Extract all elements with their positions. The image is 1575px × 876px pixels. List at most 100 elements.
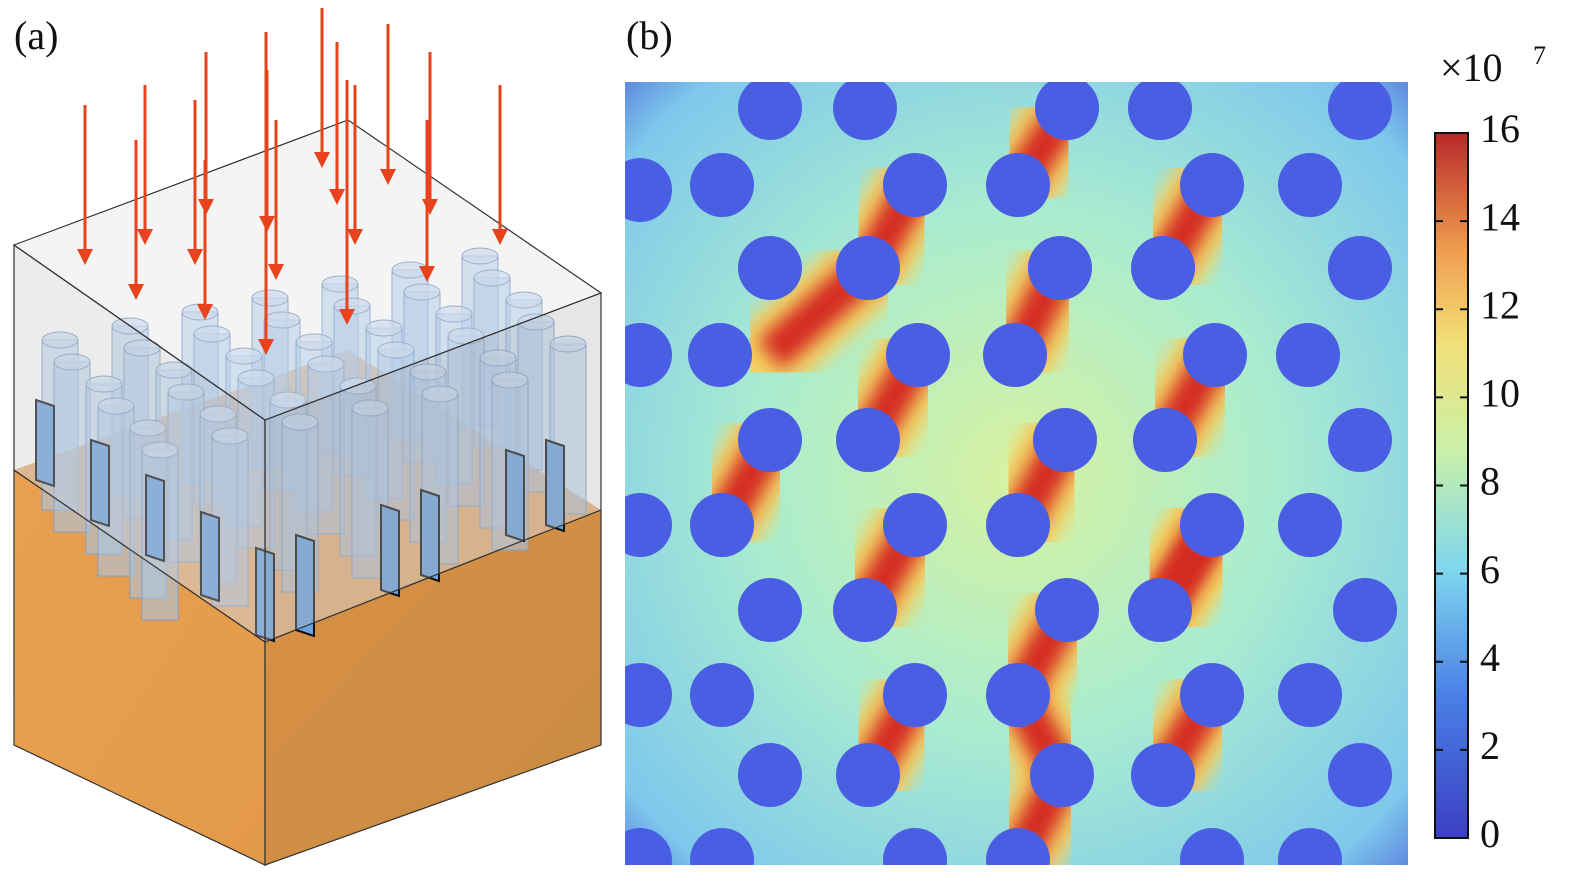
panel-a: (a) [12,8,603,866]
arrow-head [187,249,203,265]
hole [625,663,672,727]
pillar-cut [35,398,55,488]
pillar-top [421,385,459,403]
pillar-top [479,349,517,367]
pillar-top [263,311,301,329]
hole [883,153,947,217]
hole [1328,743,1392,807]
pillar-top [295,333,333,351]
hole [625,158,672,222]
pillar-top [365,319,403,337]
tick-label: 8 [1480,459,1500,504]
pillar-cut [420,488,440,583]
hole [1180,828,1244,865]
pillar-top [351,399,389,417]
hole [690,663,754,727]
hole [1276,323,1340,387]
pillar-top [155,361,193,379]
hole [1128,82,1192,140]
hole [986,493,1050,557]
hole [883,493,947,557]
pillar-top [85,375,123,393]
pillar-cut [90,438,110,528]
pillar-cut [545,438,565,533]
pillar-top [193,325,231,343]
pillar-top [123,339,161,357]
pillar-top [461,247,499,265]
hole [690,493,754,557]
hole [1278,153,1342,217]
holes [625,82,1397,865]
hole [1028,236,1092,300]
hole [1180,663,1244,727]
hole [1033,408,1097,472]
arrow-head [380,169,396,185]
arrow-head [347,229,363,245]
pillar-top [251,289,289,307]
pillar-cut [295,533,315,638]
pillar-top [307,355,345,373]
pillar-top [211,427,249,445]
hole [1278,663,1342,727]
tick-label: 16 [1480,106,1520,151]
hole [738,408,802,472]
hole [883,828,947,865]
pillar-top [377,341,415,359]
tick-label: 10 [1480,371,1520,416]
incident-light [77,8,508,355]
hole [1128,578,1192,642]
pillar-top [269,391,307,409]
pillar-top [129,419,167,437]
hole [986,663,1050,727]
pillar-top [409,363,447,381]
hole [1278,828,1342,865]
hole [1278,493,1342,557]
colorbar-ticks: 0 2 4 6 8 10 12 14 16 [1435,106,1520,856]
hole [1035,82,1099,140]
arrow-head [329,189,345,205]
pillar-top [41,331,79,349]
hole [883,663,947,727]
hole [833,578,897,642]
panel-label: (b) [626,13,673,58]
hole [836,236,900,300]
pillar-top [549,335,587,353]
hole [1131,236,1195,300]
hole [833,82,897,140]
hole [738,82,802,140]
pillar-cut [505,448,525,543]
hole [983,323,1047,387]
pillar-top [473,269,511,287]
colorbar-multiplier: ×10 [1440,45,1503,90]
hole [1328,236,1392,300]
hole [1133,408,1197,472]
hole [738,236,802,300]
hole [625,828,672,865]
arrow-head [419,266,435,282]
hole [1328,408,1392,472]
hole [1180,493,1244,557]
arrow-head [314,152,330,168]
tick-label: 0 [1480,811,1500,856]
colorbar-exponent: 7 [1533,41,1546,70]
hole [1131,743,1195,807]
pillar-cut [145,473,165,563]
pillar-top [505,291,543,309]
arrow-head [259,216,275,232]
pillars [35,247,587,643]
pillar-top [491,371,529,389]
arrow-head [339,309,355,325]
pillar-top [141,441,179,459]
hole [886,323,950,387]
hole [690,828,754,865]
hole [986,153,1050,217]
hole [836,743,900,807]
hole [625,323,672,387]
pillar-top [97,397,135,415]
hole [1183,323,1247,387]
pillar-top [225,347,263,365]
pillar-top [237,369,275,387]
tick-label: 6 [1480,547,1500,592]
pillar-top [53,353,91,371]
